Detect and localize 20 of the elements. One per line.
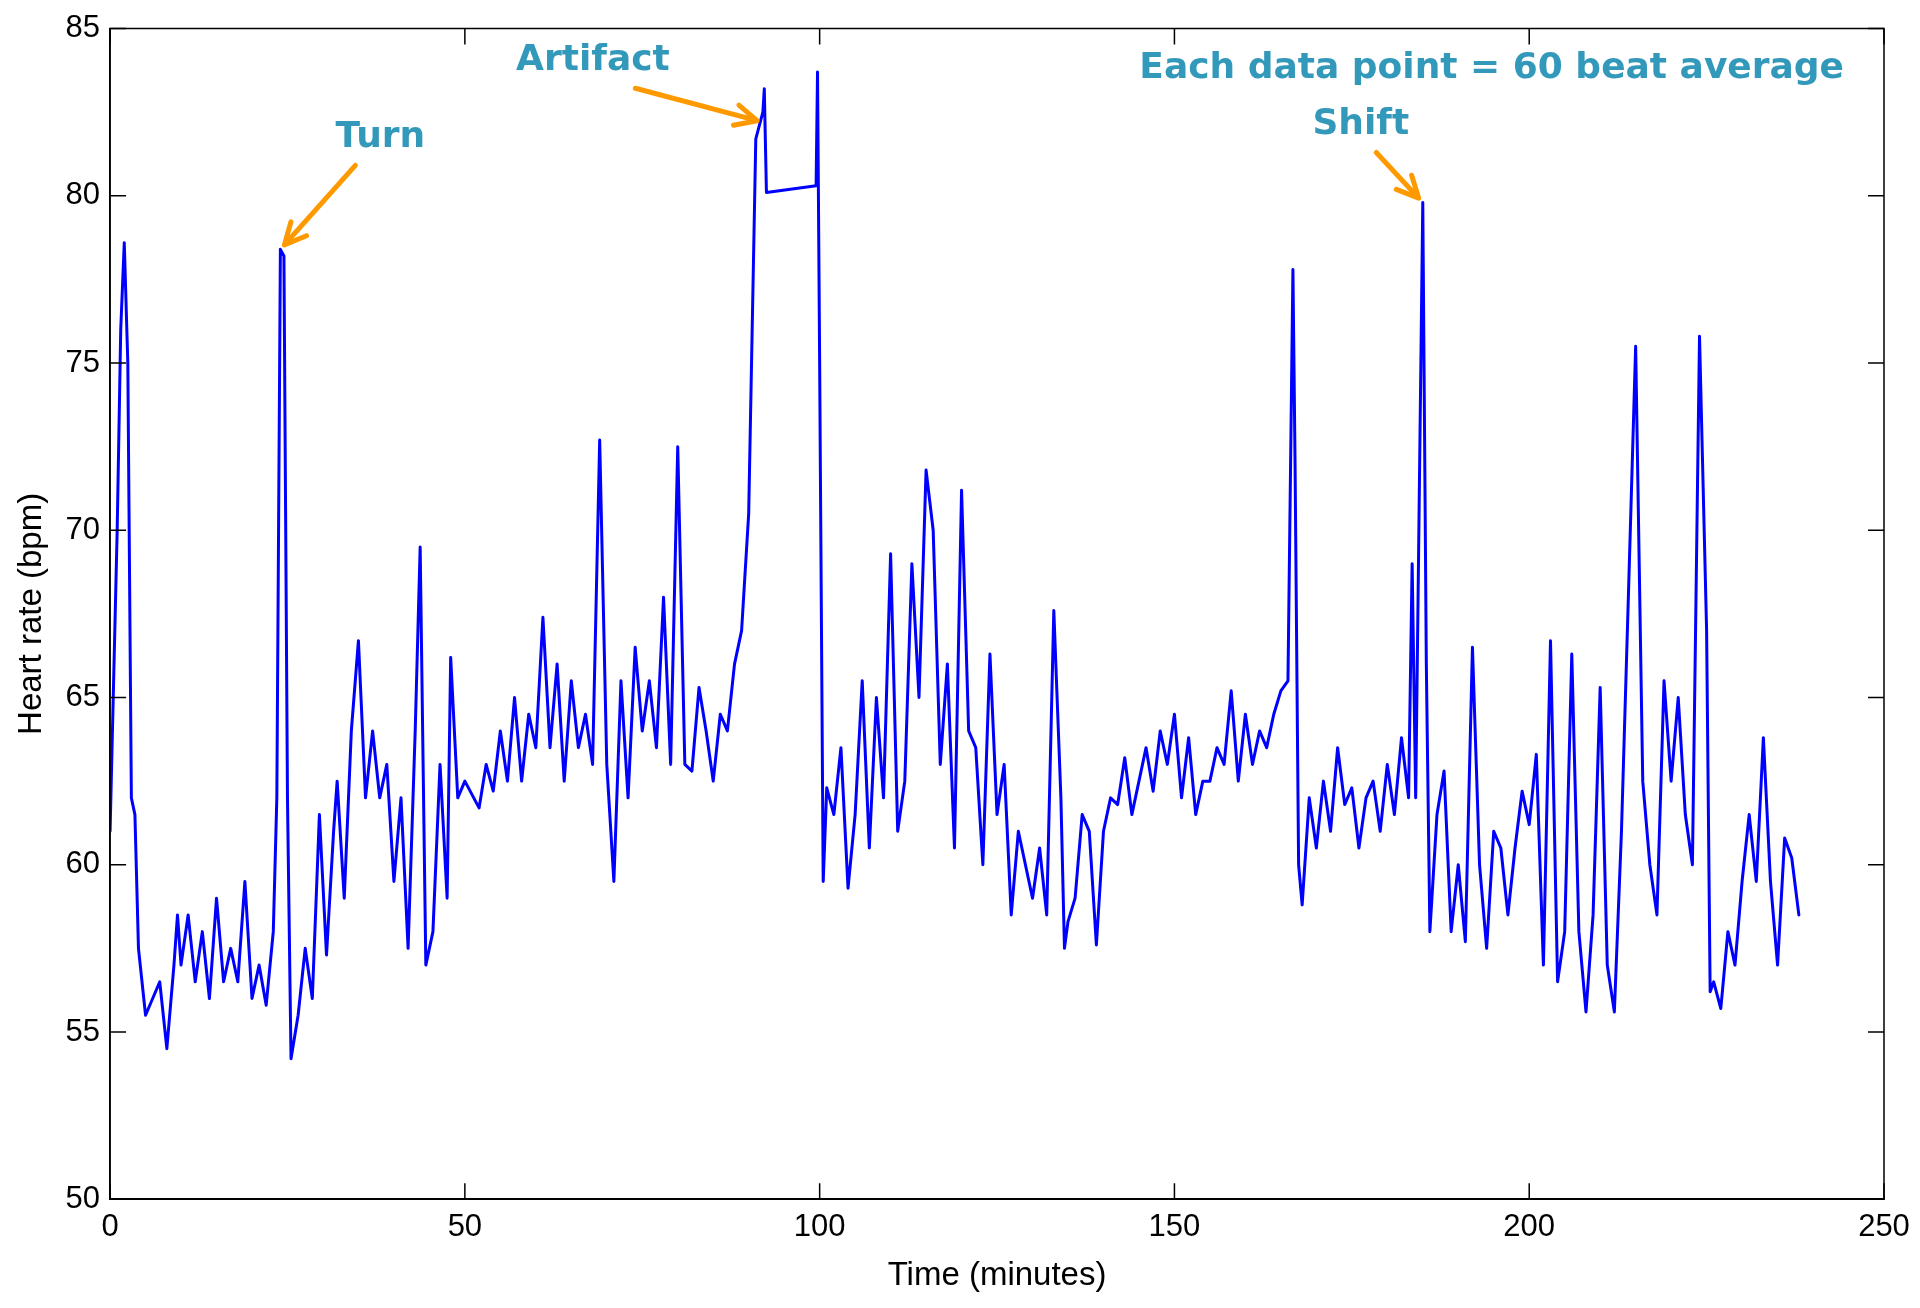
y-tick-label: 65 xyxy=(65,678,101,714)
x-tick-label: 250 xyxy=(1858,1208,1910,1244)
x-tick-label: 200 xyxy=(1503,1208,1556,1244)
x-tick-label: 0 xyxy=(101,1208,119,1244)
y-tick-label: 75 xyxy=(65,343,101,379)
x-tick-label: 50 xyxy=(447,1208,483,1244)
y-tick-label: 60 xyxy=(65,845,101,881)
y-tick-label: 80 xyxy=(65,176,101,212)
annotation: Artifact xyxy=(516,36,670,78)
y-tick-label: 70 xyxy=(65,510,101,546)
annotation: Shift xyxy=(1312,100,1410,142)
y-axis-title: Heart rate (bpm) xyxy=(10,492,48,735)
x-tick-label: 150 xyxy=(1148,1208,1201,1244)
y-tick-label: 85 xyxy=(65,9,101,45)
x-tick-label: 100 xyxy=(793,1208,846,1244)
y-tick-label: 50 xyxy=(65,1179,101,1215)
annotation: Turn xyxy=(335,113,426,155)
x-axis-title: Time (minutes) xyxy=(887,1255,1107,1293)
y-tick-label: 55 xyxy=(65,1012,101,1048)
annotation: Each data point = 60 beat average xyxy=(1139,44,1844,86)
